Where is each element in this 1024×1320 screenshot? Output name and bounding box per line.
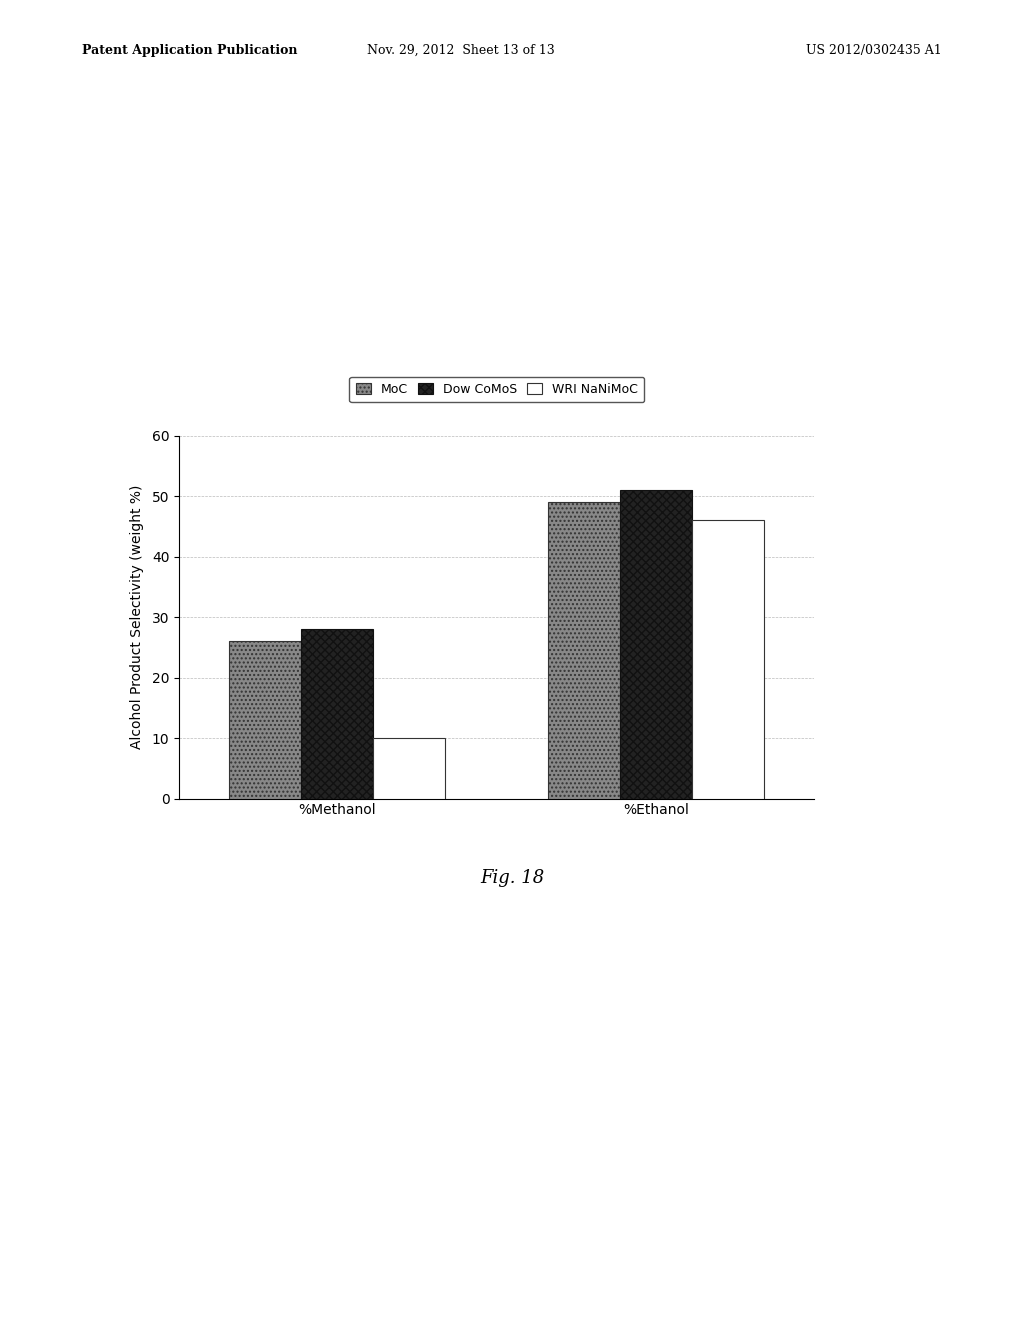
Text: US 2012/0302435 A1: US 2012/0302435 A1 [806, 44, 942, 57]
Bar [301, 630, 373, 799]
Bar [229, 642, 301, 799]
Text: Patent Application Publication: Patent Application Publication [82, 44, 297, 57]
Y-axis label: Alcohol Product Selectivity (weight %): Alcohol Product Selectivity (weight %) [129, 484, 143, 750]
Bar [373, 738, 444, 799]
Text: Fig. 18: Fig. 18 [480, 869, 544, 887]
Bar [692, 520, 764, 799]
Bar [621, 490, 692, 799]
Bar [549, 502, 621, 799]
Text: Nov. 29, 2012  Sheet 13 of 13: Nov. 29, 2012 Sheet 13 of 13 [367, 44, 555, 57]
Legend: MoC, Dow CoMoS, WRI NaNiMoC: MoC, Dow CoMoS, WRI NaNiMoC [349, 376, 644, 403]
